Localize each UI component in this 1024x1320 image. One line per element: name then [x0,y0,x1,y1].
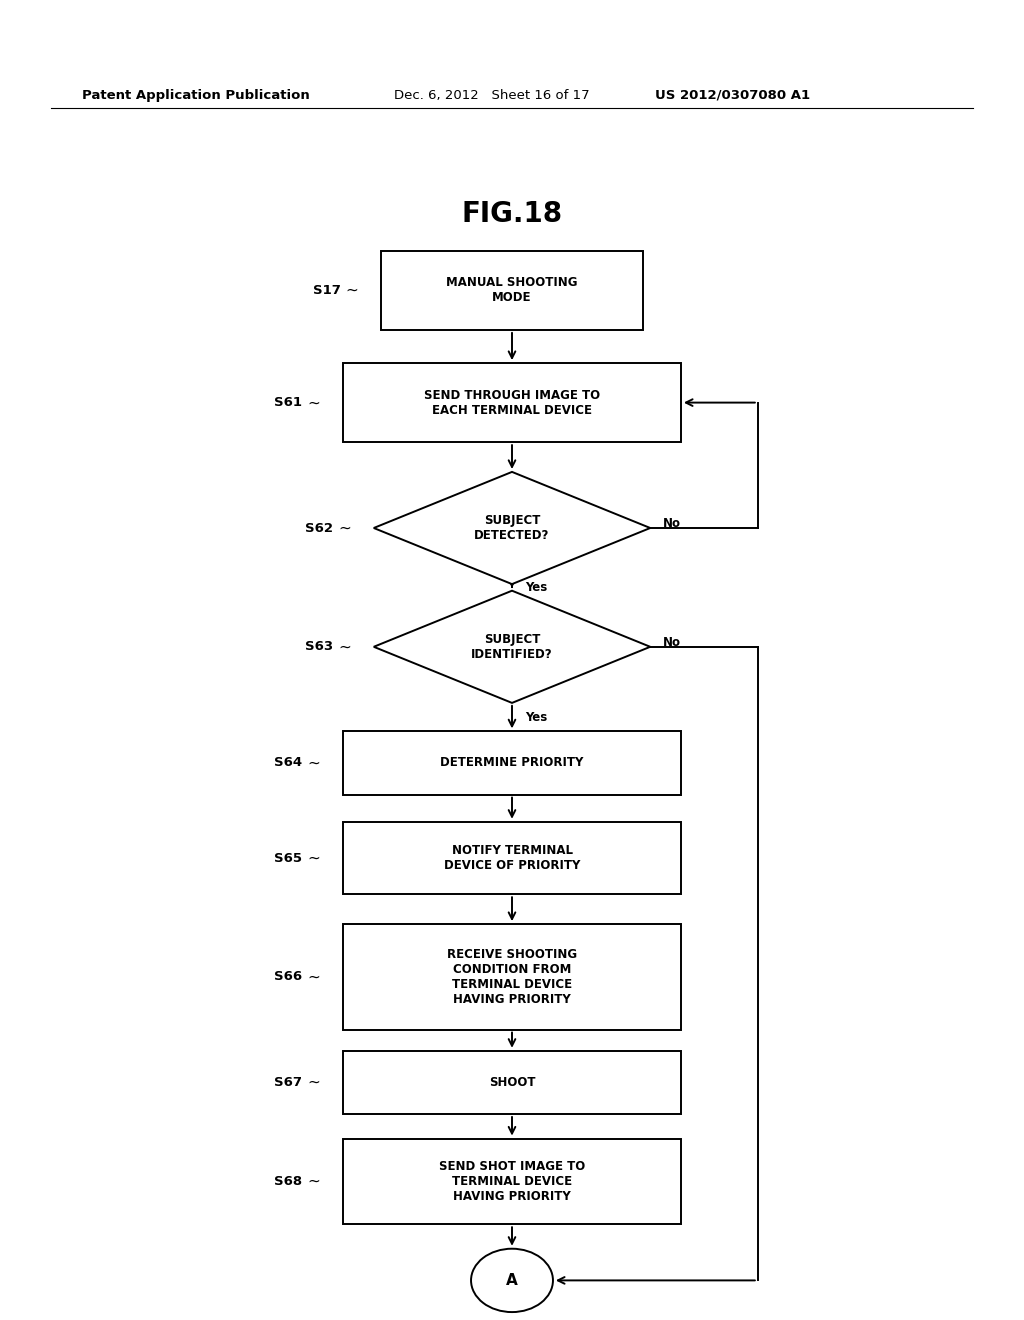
Text: Yes: Yes [525,581,548,594]
Bar [343,1051,681,1114]
Text: S62: S62 [305,521,333,535]
Text: ~: ~ [338,639,350,655]
Bar [343,363,681,442]
Text: SHOOT: SHOOT [488,1076,536,1089]
Text: S67: S67 [274,1076,302,1089]
Text: S68: S68 [274,1175,302,1188]
Polygon shape [374,591,650,702]
Text: ~: ~ [346,282,358,298]
Text: S65: S65 [274,851,302,865]
Text: ~: ~ [307,969,319,985]
Text: NOTIFY TERMINAL
DEVICE OF PRIORITY: NOTIFY TERMINAL DEVICE OF PRIORITY [443,843,581,873]
Text: No: No [663,636,681,649]
Bar [343,924,681,1030]
Text: ~: ~ [307,755,319,771]
Text: S61: S61 [274,396,302,409]
Text: MANUAL SHOOTING
MODE: MANUAL SHOOTING MODE [446,276,578,305]
Text: Patent Application Publication: Patent Application Publication [82,88,309,102]
Text: RECEIVE SHOOTING
CONDITION FROM
TERMINAL DEVICE
HAVING PRIORITY: RECEIVE SHOOTING CONDITION FROM TERMINAL… [446,948,578,1006]
Text: SUBJECT
IDENTIFIED?: SUBJECT IDENTIFIED? [471,632,553,661]
Text: A: A [506,1272,518,1288]
Text: Yes: Yes [525,710,548,723]
Bar [343,731,681,795]
Text: ~: ~ [307,1074,319,1090]
Text: S66: S66 [274,970,302,983]
Bar [343,821,681,895]
Text: ~: ~ [307,850,319,866]
Ellipse shape [471,1249,553,1312]
Text: ~: ~ [307,395,319,411]
Text: SEND THROUGH IMAGE TO
EACH TERMINAL DEVICE: SEND THROUGH IMAGE TO EACH TERMINAL DEVI… [424,388,600,417]
Text: FIG.18: FIG.18 [462,199,562,228]
Text: SUBJECT
DETECTED?: SUBJECT DETECTED? [474,513,550,543]
Text: S17: S17 [312,284,340,297]
Bar [381,251,643,330]
Bar [343,1138,681,1225]
Text: DETERMINE PRIORITY: DETERMINE PRIORITY [440,756,584,770]
Text: SEND SHOT IMAGE TO
TERMINAL DEVICE
HAVING PRIORITY: SEND SHOT IMAGE TO TERMINAL DEVICE HAVIN… [439,1160,585,1203]
Text: S63: S63 [305,640,333,653]
Text: No: No [663,517,681,531]
Text: Dec. 6, 2012   Sheet 16 of 17: Dec. 6, 2012 Sheet 16 of 17 [394,88,590,102]
Polygon shape [374,473,650,583]
Text: S64: S64 [274,756,302,770]
Text: US 2012/0307080 A1: US 2012/0307080 A1 [655,88,810,102]
Text: ~: ~ [307,1173,319,1189]
Text: ~: ~ [338,520,350,536]
